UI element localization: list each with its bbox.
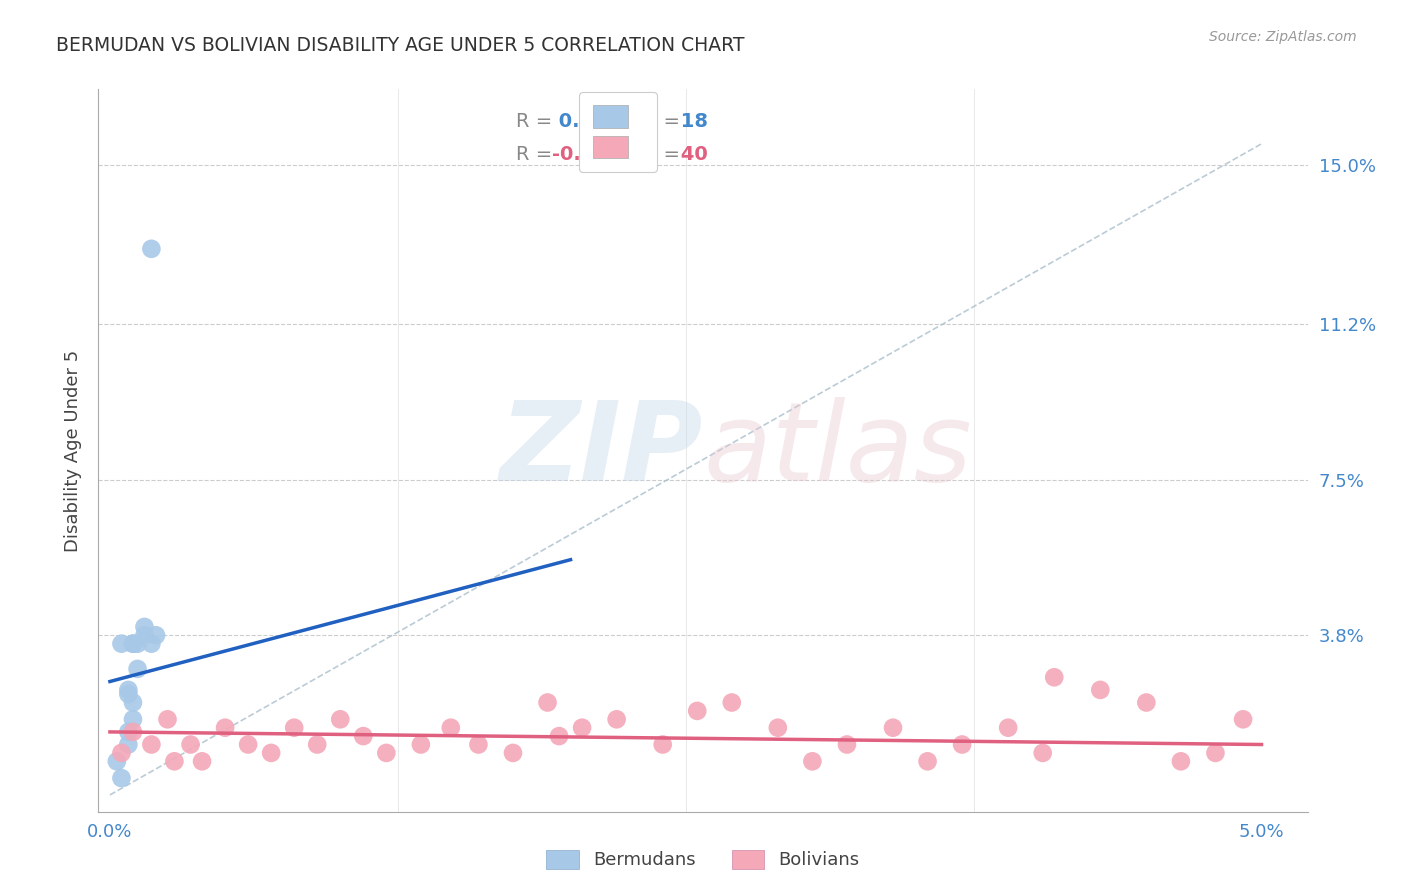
Point — [141, 738, 163, 752]
Point — [156, 712, 179, 726]
Point — [548, 729, 571, 743]
Text: BERMUDAN VS BOLIVIAN DISABILITY AGE UNDER 5 CORRELATION CHART: BERMUDAN VS BOLIVIAN DISABILITY AGE UNDE… — [56, 36, 745, 54]
Point — [105, 754, 128, 768]
Legend: Bermudans, Bolivians: Bermudans, Bolivians — [537, 841, 869, 879]
Point — [110, 637, 132, 651]
Text: R =: R = — [516, 112, 558, 131]
Point — [191, 754, 214, 768]
Point — [214, 721, 236, 735]
Point — [110, 746, 132, 760]
Point — [352, 729, 374, 743]
Point — [307, 738, 329, 752]
Point — [1043, 670, 1066, 684]
Text: Source: ZipAtlas.com: Source: ZipAtlas.com — [1209, 30, 1357, 45]
Point — [1170, 754, 1192, 768]
Point — [1232, 712, 1254, 726]
Text: 40: 40 — [673, 145, 707, 164]
Point — [117, 725, 139, 739]
Point — [180, 738, 202, 752]
Point — [110, 771, 132, 785]
Point — [1204, 746, 1226, 760]
Point — [283, 721, 305, 735]
Point — [141, 242, 163, 256]
Point — [122, 637, 145, 651]
Point — [409, 738, 432, 752]
Legend: , : , — [579, 92, 657, 171]
Text: N =: N = — [624, 112, 686, 131]
Point — [1090, 682, 1112, 697]
Text: N =: N = — [624, 145, 686, 164]
Text: ZIP: ZIP — [499, 397, 703, 504]
Point — [122, 712, 145, 726]
Point — [122, 637, 145, 651]
Point — [329, 712, 352, 726]
Point — [467, 738, 489, 752]
Point — [651, 738, 673, 752]
Point — [122, 696, 145, 710]
Point — [145, 628, 167, 642]
Point — [127, 662, 149, 676]
Point — [260, 746, 283, 760]
Point — [236, 738, 259, 752]
Point — [950, 738, 973, 752]
Point — [720, 696, 742, 710]
Text: 18: 18 — [673, 112, 709, 131]
Point — [571, 721, 593, 735]
Point — [134, 628, 156, 642]
Point — [997, 721, 1019, 735]
Point — [686, 704, 709, 718]
Point — [440, 721, 463, 735]
Point — [1032, 746, 1054, 760]
Point — [163, 754, 186, 768]
Text: 0.186: 0.186 — [551, 112, 620, 131]
Point — [141, 637, 163, 651]
Text: -0.119: -0.119 — [551, 145, 621, 164]
Point — [1135, 696, 1157, 710]
Point — [882, 721, 904, 735]
Point — [766, 721, 789, 735]
Text: atlas: atlas — [703, 397, 972, 504]
Point — [117, 687, 139, 701]
Point — [536, 696, 558, 710]
Point — [122, 725, 145, 739]
Point — [835, 738, 858, 752]
Text: R =: R = — [516, 145, 558, 164]
Point — [917, 754, 939, 768]
Point — [117, 738, 139, 752]
Point — [117, 682, 139, 697]
Point — [375, 746, 398, 760]
Point — [502, 746, 524, 760]
Y-axis label: Disability Age Under 5: Disability Age Under 5 — [63, 350, 82, 551]
Point — [127, 637, 149, 651]
Point — [606, 712, 628, 726]
Point — [134, 620, 156, 634]
Point — [801, 754, 824, 768]
